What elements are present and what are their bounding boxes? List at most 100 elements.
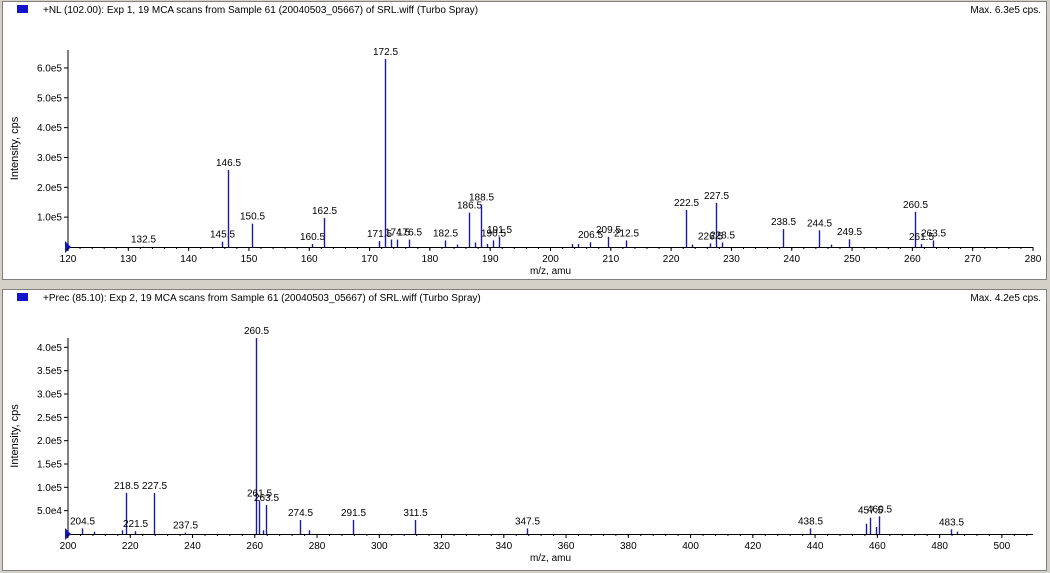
y-axis-title: Intensity, cps (9, 116, 21, 180)
peak-label: 191.5 (487, 225, 512, 236)
x-tick-label: 420 (744, 541, 761, 552)
series-color-swatch (17, 5, 28, 13)
peak-label: 238.5 (771, 217, 796, 228)
x-tick-label: 210 (602, 254, 619, 265)
peak-label: 244.5 (807, 218, 832, 229)
max-intensity-label: Max. 6.3e5 cps. (970, 5, 1041, 16)
x-tick-label: 260 (246, 541, 263, 552)
max-intensity-label: Max. 4.2e5 cps. (970, 293, 1041, 304)
peak-label: 145.5 (210, 230, 235, 241)
x-tick-label: 240 (184, 541, 201, 552)
x-tick-label: 220 (663, 254, 680, 265)
x-tick-label: 250 (844, 254, 861, 265)
x-tick-label: 200 (542, 254, 559, 265)
x-tick-label: 500 (994, 541, 1011, 552)
peak-label: 263.5 (254, 493, 279, 504)
x-tick-label: 280 (1025, 254, 1042, 265)
peak-label: 260.5 (244, 326, 269, 337)
peak-label: 311.5 (403, 508, 428, 519)
x-tick-label: 240 (783, 254, 800, 265)
y-tick-label: 3.0e5 (37, 153, 62, 164)
peak-label: 260.5 (903, 200, 928, 211)
peak-label: 186.5 (457, 201, 482, 212)
series-color-swatch (17, 293, 28, 301)
peak-label: 438.5 (798, 516, 823, 527)
x-tick-label: 140 (180, 254, 197, 265)
x-axis-title: m/z, amu (530, 553, 571, 564)
x-tick-label: 340 (495, 541, 512, 552)
spectrum-panel-nl[interactable]: +NL (102.00): Exp 1, 19 MCA scans from S… (2, 1, 1047, 280)
peak-label: 206.5 (578, 230, 603, 241)
x-tick-label: 260 (904, 254, 921, 265)
x-tick-label: 130 (120, 254, 137, 265)
y-tick-label: 6.0e5 (37, 63, 62, 74)
panel-header: +NL (102.00): Exp 1, 19 MCA scans from S… (3, 2, 1046, 20)
peak-label: 222.5 (674, 198, 699, 209)
y-tick-label: 5.0e5 (37, 93, 62, 104)
y-tick-label: 2.0e5 (37, 436, 62, 447)
nl-spectrum-chart[interactable]: 1.0e5 2.0e5 3.0e5 4.0e5 5.0e5 6.0e5 120 130 140 1… (3, 2, 1046, 279)
peak-label: 190.5 (481, 228, 506, 239)
x-tick-label: 150 (241, 254, 258, 265)
peak-label: 274.5 (288, 508, 313, 519)
x-tick-label: 460 (869, 541, 886, 552)
x-tick-label: 220 (122, 541, 139, 552)
peak-label: 146.5 (216, 158, 241, 169)
x-tick-label: 190 (482, 254, 499, 265)
peak-label: 188.5 (469, 193, 494, 204)
y-tick-label: 1.0e5 (37, 213, 62, 224)
x-tick-label: 170 (361, 254, 378, 265)
y-tick-label: 1.0e5 (37, 483, 62, 494)
x-tick-label: 400 (682, 541, 699, 552)
peak-label: 204.5 (70, 516, 95, 527)
peak-label: 483.5 (939, 517, 964, 528)
y-tick-label: 5.0e4 (37, 506, 62, 517)
panel-title: +NL (102.00): Exp 1, 19 MCA scans from S… (43, 5, 479, 16)
x-tick-label: 180 (422, 254, 439, 265)
peak-label: 263.5 (921, 228, 946, 239)
panel-title: +Prec (85.10): Exp 2, 19 MCA scans from … (43, 293, 481, 304)
y-tick-label: 3.5e5 (37, 366, 62, 377)
spectrum-panel-prec[interactable]: +Prec (85.10): Exp 2, 19 MCA scans from … (2, 289, 1047, 571)
peak-label: 209.5 (596, 225, 621, 236)
y-tick-label: 3.0e5 (37, 390, 62, 401)
x-tick-label: 120 (60, 254, 77, 265)
peak-label: 291.5 (341, 508, 366, 519)
peak-label: 249.5 (837, 227, 862, 238)
peak-label: 227.5 (704, 191, 729, 202)
panel-header: +Prec (85.10): Exp 2, 19 MCA scans from … (3, 290, 1046, 308)
peak-label: 261.5 (909, 232, 934, 243)
peak-label: 237.5 (173, 521, 198, 532)
peak-label: 171.5 (367, 229, 392, 240)
prec-spectrum-chart[interactable]: 5.0e4 1.0e5 1.5e5 2.0e5 2.5e5 3.0e5 3.5e5 4.0e5… (3, 290, 1046, 570)
peak-label: 132.5 (131, 235, 156, 246)
x-tick-label: 280 (309, 541, 326, 552)
y-tick-label: 4.0e5 (37, 343, 62, 354)
x-tick-label: 200 (60, 541, 77, 552)
peak-label: 261.5 (247, 488, 272, 499)
peak-label: 150.5 (240, 212, 265, 223)
peak-label: 160.5 (300, 232, 325, 243)
x-tick-label: 320 (433, 541, 450, 552)
y-tick-label: 1.5e5 (37, 460, 62, 471)
peak-label: 212.5 (614, 228, 639, 239)
peak-label: 460.5 (867, 504, 892, 515)
peak-label: 347.5 (515, 516, 540, 527)
x-tick-label: 480 (931, 541, 948, 552)
peak-label: 176.5 (397, 228, 422, 239)
y-tick-label: 2.5e5 (37, 413, 62, 424)
x-tick-label: 160 (301, 254, 318, 265)
peak-label: 228.5 (710, 231, 735, 242)
peak-label: 218.5 (114, 481, 139, 492)
peak-label: 172.5 (373, 47, 398, 58)
x-tick-label: 300 (371, 541, 388, 552)
x-axis-title: m/z, amu (530, 266, 571, 277)
y-axis-title: Intensity, cps (9, 404, 21, 468)
peak-label: 221.5 (123, 519, 148, 530)
peak-label: 182.5 (433, 228, 458, 239)
x-tick-label: 360 (558, 541, 575, 552)
x-tick-label: 440 (807, 541, 824, 552)
peak-label: 227.5 (142, 481, 167, 492)
peak-label: 162.5 (312, 206, 337, 217)
peak-label: 174.5 (385, 228, 410, 239)
